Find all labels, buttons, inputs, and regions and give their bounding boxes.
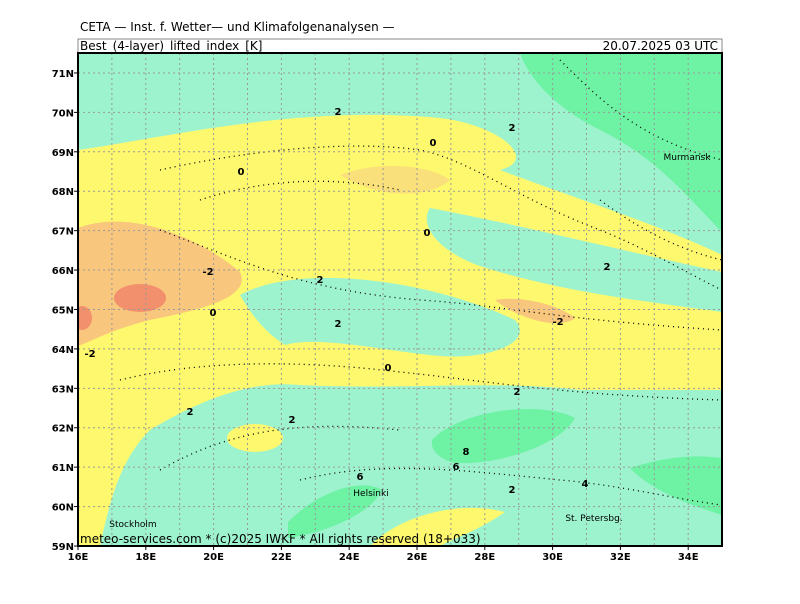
institute: CETA — Inst. f. Wetter— und Klimafolgena… — [80, 20, 395, 34]
contour-label: 0 — [210, 308, 217, 319]
lon-label: 30E — [542, 552, 563, 563]
contour-label: 2 — [509, 123, 516, 134]
map-field — [78, 53, 722, 546]
lon-label: 16E — [68, 552, 89, 563]
valid-time: 20.07.2025 03 UTC — [603, 39, 718, 53]
lat-label: 71N — [52, 69, 74, 80]
contour-label: 2 — [289, 415, 296, 426]
contour-label: -2 — [552, 317, 563, 328]
city-label: Helsinki — [353, 489, 388, 499]
lon-label: 34E — [678, 552, 699, 563]
contour-label: 2 — [335, 319, 342, 330]
footer: meteo-services.com * (c)2025 IWKF * All … — [80, 532, 481, 546]
lat-label: 62N — [52, 424, 74, 435]
lon-label: 24E — [339, 552, 360, 563]
contour-label: 2 — [514, 387, 521, 398]
contour-label: 4 — [582, 479, 589, 490]
lat-label: 63N — [52, 384, 74, 395]
lon-label: 20E — [203, 552, 224, 563]
lat-label: 68N — [52, 187, 74, 198]
contour-label: -2 — [84, 349, 95, 360]
lat-label: 70N — [52, 108, 74, 119]
lon-label: 22E — [271, 552, 292, 563]
lat-label: 67N — [52, 227, 74, 238]
city-label: Murmansk — [664, 153, 712, 163]
city-label: St. Petersbg. — [565, 514, 622, 524]
contour-label: 6 — [453, 462, 460, 473]
lat-label: 59N — [52, 542, 74, 553]
lat-label: 66N — [52, 266, 74, 277]
map-frame — [77, 52, 723, 547]
lat-label: 60N — [52, 503, 74, 514]
contour-label: 0 — [385, 363, 392, 374]
lon-label: 18E — [135, 552, 156, 563]
lat-label: 64N — [52, 345, 74, 356]
contour-label: 2 — [317, 275, 324, 286]
contour-label: -2 — [202, 267, 213, 278]
lon-label: 26E — [407, 552, 428, 563]
contour-label: 8 — [463, 447, 470, 458]
lat-label: 65N — [52, 305, 74, 316]
lat-label: 69N — [52, 148, 74, 159]
contour-label: 0 — [238, 167, 245, 178]
contour-label: 2 — [187, 407, 194, 418]
lon-label: 28E — [474, 552, 495, 563]
contour-label: 2 — [335, 107, 342, 118]
lon-label: 32E — [610, 552, 631, 563]
contour-label: 0 — [430, 138, 437, 149]
city-label: Stockholm — [109, 520, 156, 530]
parameter: Best_(4-layer)_lifted_index_[K] — [80, 39, 262, 53]
contour-label: 0 — [424, 228, 431, 239]
lat-label: 61N — [52, 463, 74, 474]
contour-label: 2 — [509, 485, 516, 496]
contour-label: 2 — [604, 262, 611, 273]
contour-label: 6 — [357, 472, 364, 483]
